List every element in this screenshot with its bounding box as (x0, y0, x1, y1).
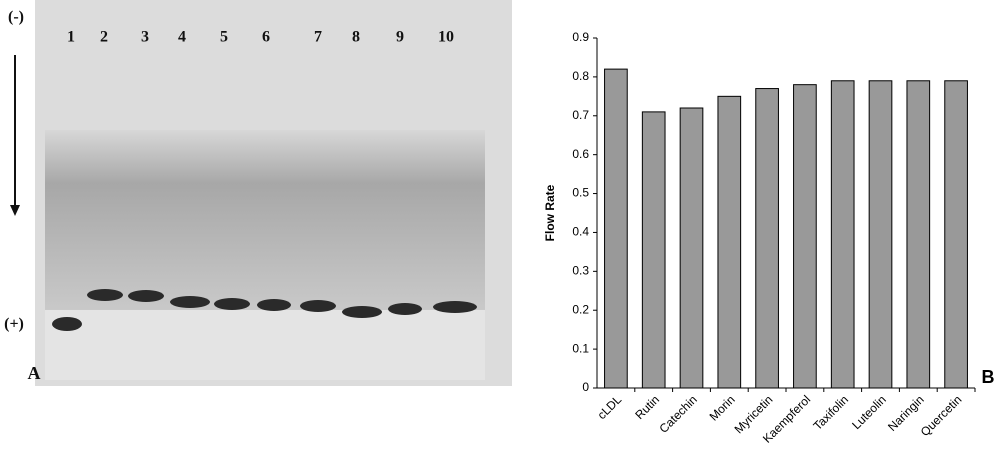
lane-label: 9 (396, 29, 404, 46)
bar (906, 80, 931, 389)
x-tick-label: Luteolin (849, 392, 889, 432)
top-label: (-) (8, 9, 24, 26)
lane-label: 10 (438, 29, 454, 46)
bar (717, 95, 742, 389)
x-tick-label: Rutin (632, 392, 662, 422)
y-tick-label: 0.2 (572, 302, 589, 316)
bar (793, 84, 817, 389)
y-axis-label: Flow Rate (543, 184, 557, 241)
panel-label: B (982, 367, 995, 387)
bar (944, 80, 968, 389)
lane-label: 4 (178, 29, 186, 46)
x-tick-label: Morin (707, 392, 738, 423)
x-tick-label: Catechin (656, 392, 699, 435)
panel-label: A (28, 363, 41, 383)
y-tick-label: 0.7 (572, 108, 589, 122)
gel-image (35, 0, 512, 386)
bar (868, 80, 893, 389)
arrow-head (10, 205, 20, 216)
y-tick-label: 0.5 (572, 186, 589, 200)
x-tick-label: cLDL (595, 392, 625, 422)
lane-label: 3 (141, 29, 149, 46)
bottom-label: (+) (4, 316, 24, 333)
lane-label: 2 (100, 29, 108, 46)
y-tick-label: 0.6 (572, 147, 589, 161)
y-tick-label: 0.3 (572, 264, 589, 278)
lane-label: 7 (314, 29, 322, 46)
lane-label: 8 (352, 29, 360, 46)
bar (679, 107, 704, 389)
y-tick-label: 0.4 (572, 225, 589, 239)
x-tick-label: Taxifolin (811, 392, 852, 433)
lane-label: 1 (67, 29, 75, 46)
bar (604, 68, 628, 389)
y-tick-label: 0.8 (572, 69, 589, 83)
y-tick-label: 0.9 (572, 30, 589, 44)
y-tick-label: 0 (582, 380, 589, 394)
bar (830, 80, 855, 389)
y-tick-label: 0.1 (572, 341, 589, 355)
bar (755, 88, 779, 389)
lane-label: 6 (262, 29, 270, 46)
x-tick-label: Quercetin (918, 392, 965, 439)
lane-label: 5 (220, 29, 228, 46)
bar (641, 111, 666, 389)
